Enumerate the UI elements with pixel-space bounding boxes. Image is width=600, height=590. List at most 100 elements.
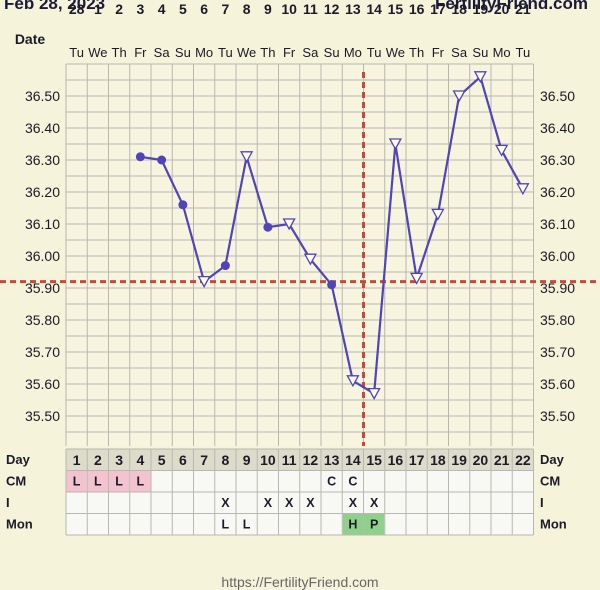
table-cell-text: L	[222, 518, 230, 532]
weekday-tick-label: Tu	[516, 45, 531, 60]
cycle-day-label: 21	[494, 452, 510, 468]
footer-url[interactable]: https://FertilityFriend.com	[221, 574, 379, 590]
weekday-tick-label: Th	[112, 45, 127, 60]
date-tick-label: 14	[366, 1, 382, 17]
table-cell-highlight	[130, 471, 151, 492]
weekday-tick-label: Mo	[195, 45, 213, 60]
table-row-label-left: Day	[6, 452, 31, 467]
date-tick-label: 13	[345, 1, 361, 17]
weekday-tick-label: Mo	[493, 45, 511, 60]
temperature-point	[303, 253, 317, 266]
temperature-point	[327, 280, 337, 290]
cycle-day-label: 5	[158, 452, 166, 468]
weekday-tick-label: Fr	[134, 45, 147, 60]
table-cell-highlight	[342, 514, 363, 535]
table-cell-text: L	[137, 475, 145, 489]
y-tick-label-right: 36.40	[540, 120, 575, 136]
temperature-point	[135, 152, 145, 162]
weekday-tick-label: Sa	[154, 45, 171, 60]
cycle-day-label: 15	[366, 452, 382, 468]
table-cell-text: X	[306, 496, 315, 510]
date-tick-label: 16	[409, 1, 425, 17]
cycle-day-label: 17	[409, 452, 425, 468]
y-tick-label-left: 36.50	[25, 88, 60, 104]
weekday-tick-label: Fr	[283, 45, 296, 60]
table-cell-text: C	[327, 475, 336, 489]
table-cell-text: X	[221, 496, 230, 510]
table-cell-text: L	[94, 475, 102, 489]
temperature-point	[431, 208, 445, 221]
temperature-point	[473, 71, 487, 84]
y-tick-label-right: 35.50	[540, 408, 575, 424]
cycle-day-label: 9	[243, 452, 251, 468]
date-tick-label: 2	[115, 1, 123, 17]
cycle-day-label: 3	[115, 452, 123, 468]
cycle-day-label: 2	[94, 452, 102, 468]
y-tick-label-left: 35.70	[25, 344, 60, 360]
temperature-point	[346, 375, 360, 388]
date-tick-label: 6	[200, 1, 208, 17]
cycle-day-label: 6	[179, 452, 187, 468]
y-tick-label-right: 36.00	[540, 248, 575, 264]
weekday-tick-label: Su	[324, 45, 340, 60]
temperature-point	[282, 218, 296, 231]
date-tick-label: 20	[494, 1, 510, 17]
temperature-point	[367, 387, 381, 400]
date-tick-label: 21	[515, 1, 531, 17]
table-cell-highlight	[66, 471, 87, 492]
y-tick-label-right: 35.70	[540, 344, 575, 360]
temperature-point	[410, 272, 424, 285]
temperature-point	[178, 200, 188, 210]
table-cell-highlight	[364, 514, 385, 535]
cycle-day-label: 18	[430, 452, 446, 468]
date-tick-label: 1	[94, 1, 102, 17]
table-cell-text: L	[73, 475, 81, 489]
y-tick-label-left: 36.30	[25, 152, 60, 168]
weekday-tick-label: Su	[472, 45, 488, 60]
date-tick-label: 28	[69, 1, 85, 17]
temperature-point	[240, 151, 254, 164]
table-cell-text: X	[370, 496, 379, 510]
date-tick-label: 5	[179, 1, 187, 17]
table-row-label-right: CM	[540, 474, 560, 489]
y-tick-label-right: 35.60	[540, 376, 575, 392]
table-cell-text: H	[348, 518, 357, 532]
temperature-point	[388, 138, 402, 151]
date-tick-label: 15	[388, 1, 404, 17]
weekday-tick-label: Sa	[451, 45, 468, 60]
table-row-label-left: CM	[6, 474, 26, 489]
cycle-day-label: 7	[200, 452, 208, 468]
temperature-point	[452, 90, 466, 103]
temperature-point	[197, 275, 211, 288]
table-cell-text: X	[264, 496, 273, 510]
table-cell-highlight	[87, 471, 108, 492]
weekday-tick-label: Tu	[367, 45, 382, 60]
weekday-tick-label: Fr	[432, 45, 445, 60]
cycle-day-label: 12	[303, 452, 319, 468]
table-cell-text: X	[349, 496, 358, 510]
temperature-point	[263, 222, 273, 232]
cycle-day-label: 13	[324, 452, 340, 468]
table-cell-text: L	[115, 475, 123, 489]
weekday-tick-label: Th	[409, 45, 424, 60]
y-tick-label-left: 36.00	[25, 248, 60, 264]
temperature-point	[157, 155, 167, 165]
cycle-day-label: 1	[73, 452, 81, 468]
cycle-day-label: 8	[221, 452, 229, 468]
cycle-day-label: 11	[282, 452, 297, 468]
weekday-tick-label: Tu	[218, 45, 233, 60]
chart-date-title: Feb 28, 2023	[4, 0, 106, 13]
cycle-day-label: 20	[473, 452, 489, 468]
y-tick-label-left: 36.10	[25, 216, 60, 232]
y-tick-label-right: 35.90	[540, 280, 575, 296]
date-tick-label: 17	[430, 1, 446, 17]
y-tick-label-left: 35.90	[25, 280, 60, 296]
y-tick-label-right: 36.20	[540, 184, 575, 200]
y-tick-label-left: 36.20	[25, 184, 60, 200]
cycle-day-label: 10	[260, 452, 276, 468]
table-row-label-left: Mon	[6, 517, 33, 532]
site-name: FertilityFriend.com	[434, 0, 588, 13]
y-tick-label-left: 35.80	[25, 312, 60, 328]
weekday-tick-label: Th	[260, 45, 275, 60]
